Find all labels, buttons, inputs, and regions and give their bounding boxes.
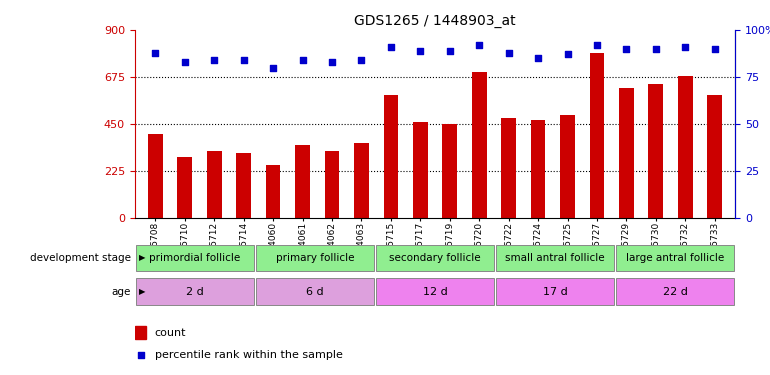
- Point: [650, 46, 662, 52]
- Point: [561, 51, 574, 57]
- Bar: [648, 84, 663, 218]
- Point: [473, 42, 485, 48]
- Point: [208, 57, 220, 63]
- Point: [621, 46, 633, 52]
- Bar: [236, 153, 251, 218]
- Bar: [678, 76, 693, 217]
- Point: [296, 57, 309, 63]
- Title: GDS1265 / 1448903_at: GDS1265 / 1448903_at: [354, 13, 516, 28]
- Text: 22 d: 22 d: [663, 286, 688, 297]
- Text: small antral follicle: small antral follicle: [505, 253, 605, 263]
- Bar: [413, 122, 427, 218]
- Point: [134, 352, 146, 358]
- Bar: [560, 116, 575, 218]
- Bar: [256, 278, 374, 305]
- Bar: [266, 165, 280, 218]
- Text: development stage: development stage: [30, 253, 131, 263]
- Bar: [616, 278, 735, 305]
- Bar: [501, 117, 516, 218]
- Text: primary follicle: primary follicle: [276, 253, 354, 263]
- Bar: [148, 134, 162, 218]
- Bar: [207, 151, 222, 217]
- Point: [385, 44, 397, 50]
- Point: [267, 64, 280, 70]
- Point: [591, 42, 603, 48]
- Bar: [708, 94, 722, 218]
- Text: count: count: [155, 328, 186, 338]
- Bar: [443, 124, 457, 218]
- Point: [149, 50, 162, 55]
- Point: [503, 50, 515, 55]
- Point: [179, 59, 191, 65]
- Bar: [376, 244, 494, 271]
- Bar: [590, 53, 604, 217]
- Text: ▶: ▶: [139, 254, 145, 262]
- Bar: [616, 244, 735, 271]
- Bar: [496, 244, 614, 271]
- Bar: [531, 120, 545, 218]
- Bar: [295, 145, 310, 218]
- Point: [532, 55, 544, 61]
- Bar: [354, 142, 369, 218]
- Point: [414, 48, 427, 54]
- Bar: [619, 88, 634, 218]
- Bar: [136, 244, 254, 271]
- Point: [237, 57, 249, 63]
- Point: [679, 44, 691, 50]
- Point: [444, 48, 456, 54]
- Text: secondary follicle: secondary follicle: [390, 253, 480, 263]
- Text: primordial follicle: primordial follicle: [149, 253, 240, 263]
- Text: 12 d: 12 d: [423, 286, 447, 297]
- Bar: [177, 157, 192, 218]
- Text: large antral follicle: large antral follicle: [626, 253, 725, 263]
- Point: [326, 59, 338, 65]
- Text: percentile rank within the sample: percentile rank within the sample: [155, 350, 343, 360]
- Bar: [256, 244, 374, 271]
- Text: 6 d: 6 d: [306, 286, 323, 297]
- Point: [355, 57, 367, 63]
- Bar: [383, 94, 398, 218]
- Point: [708, 46, 721, 52]
- Bar: [325, 151, 340, 217]
- Text: 17 d: 17 d: [543, 286, 567, 297]
- Bar: [496, 278, 614, 305]
- Bar: [135, 326, 146, 339]
- Text: 2 d: 2 d: [186, 286, 204, 297]
- Bar: [136, 278, 254, 305]
- Bar: [376, 278, 494, 305]
- Bar: [472, 72, 487, 217]
- Text: age: age: [112, 286, 131, 297]
- Text: ▶: ▶: [139, 287, 145, 296]
